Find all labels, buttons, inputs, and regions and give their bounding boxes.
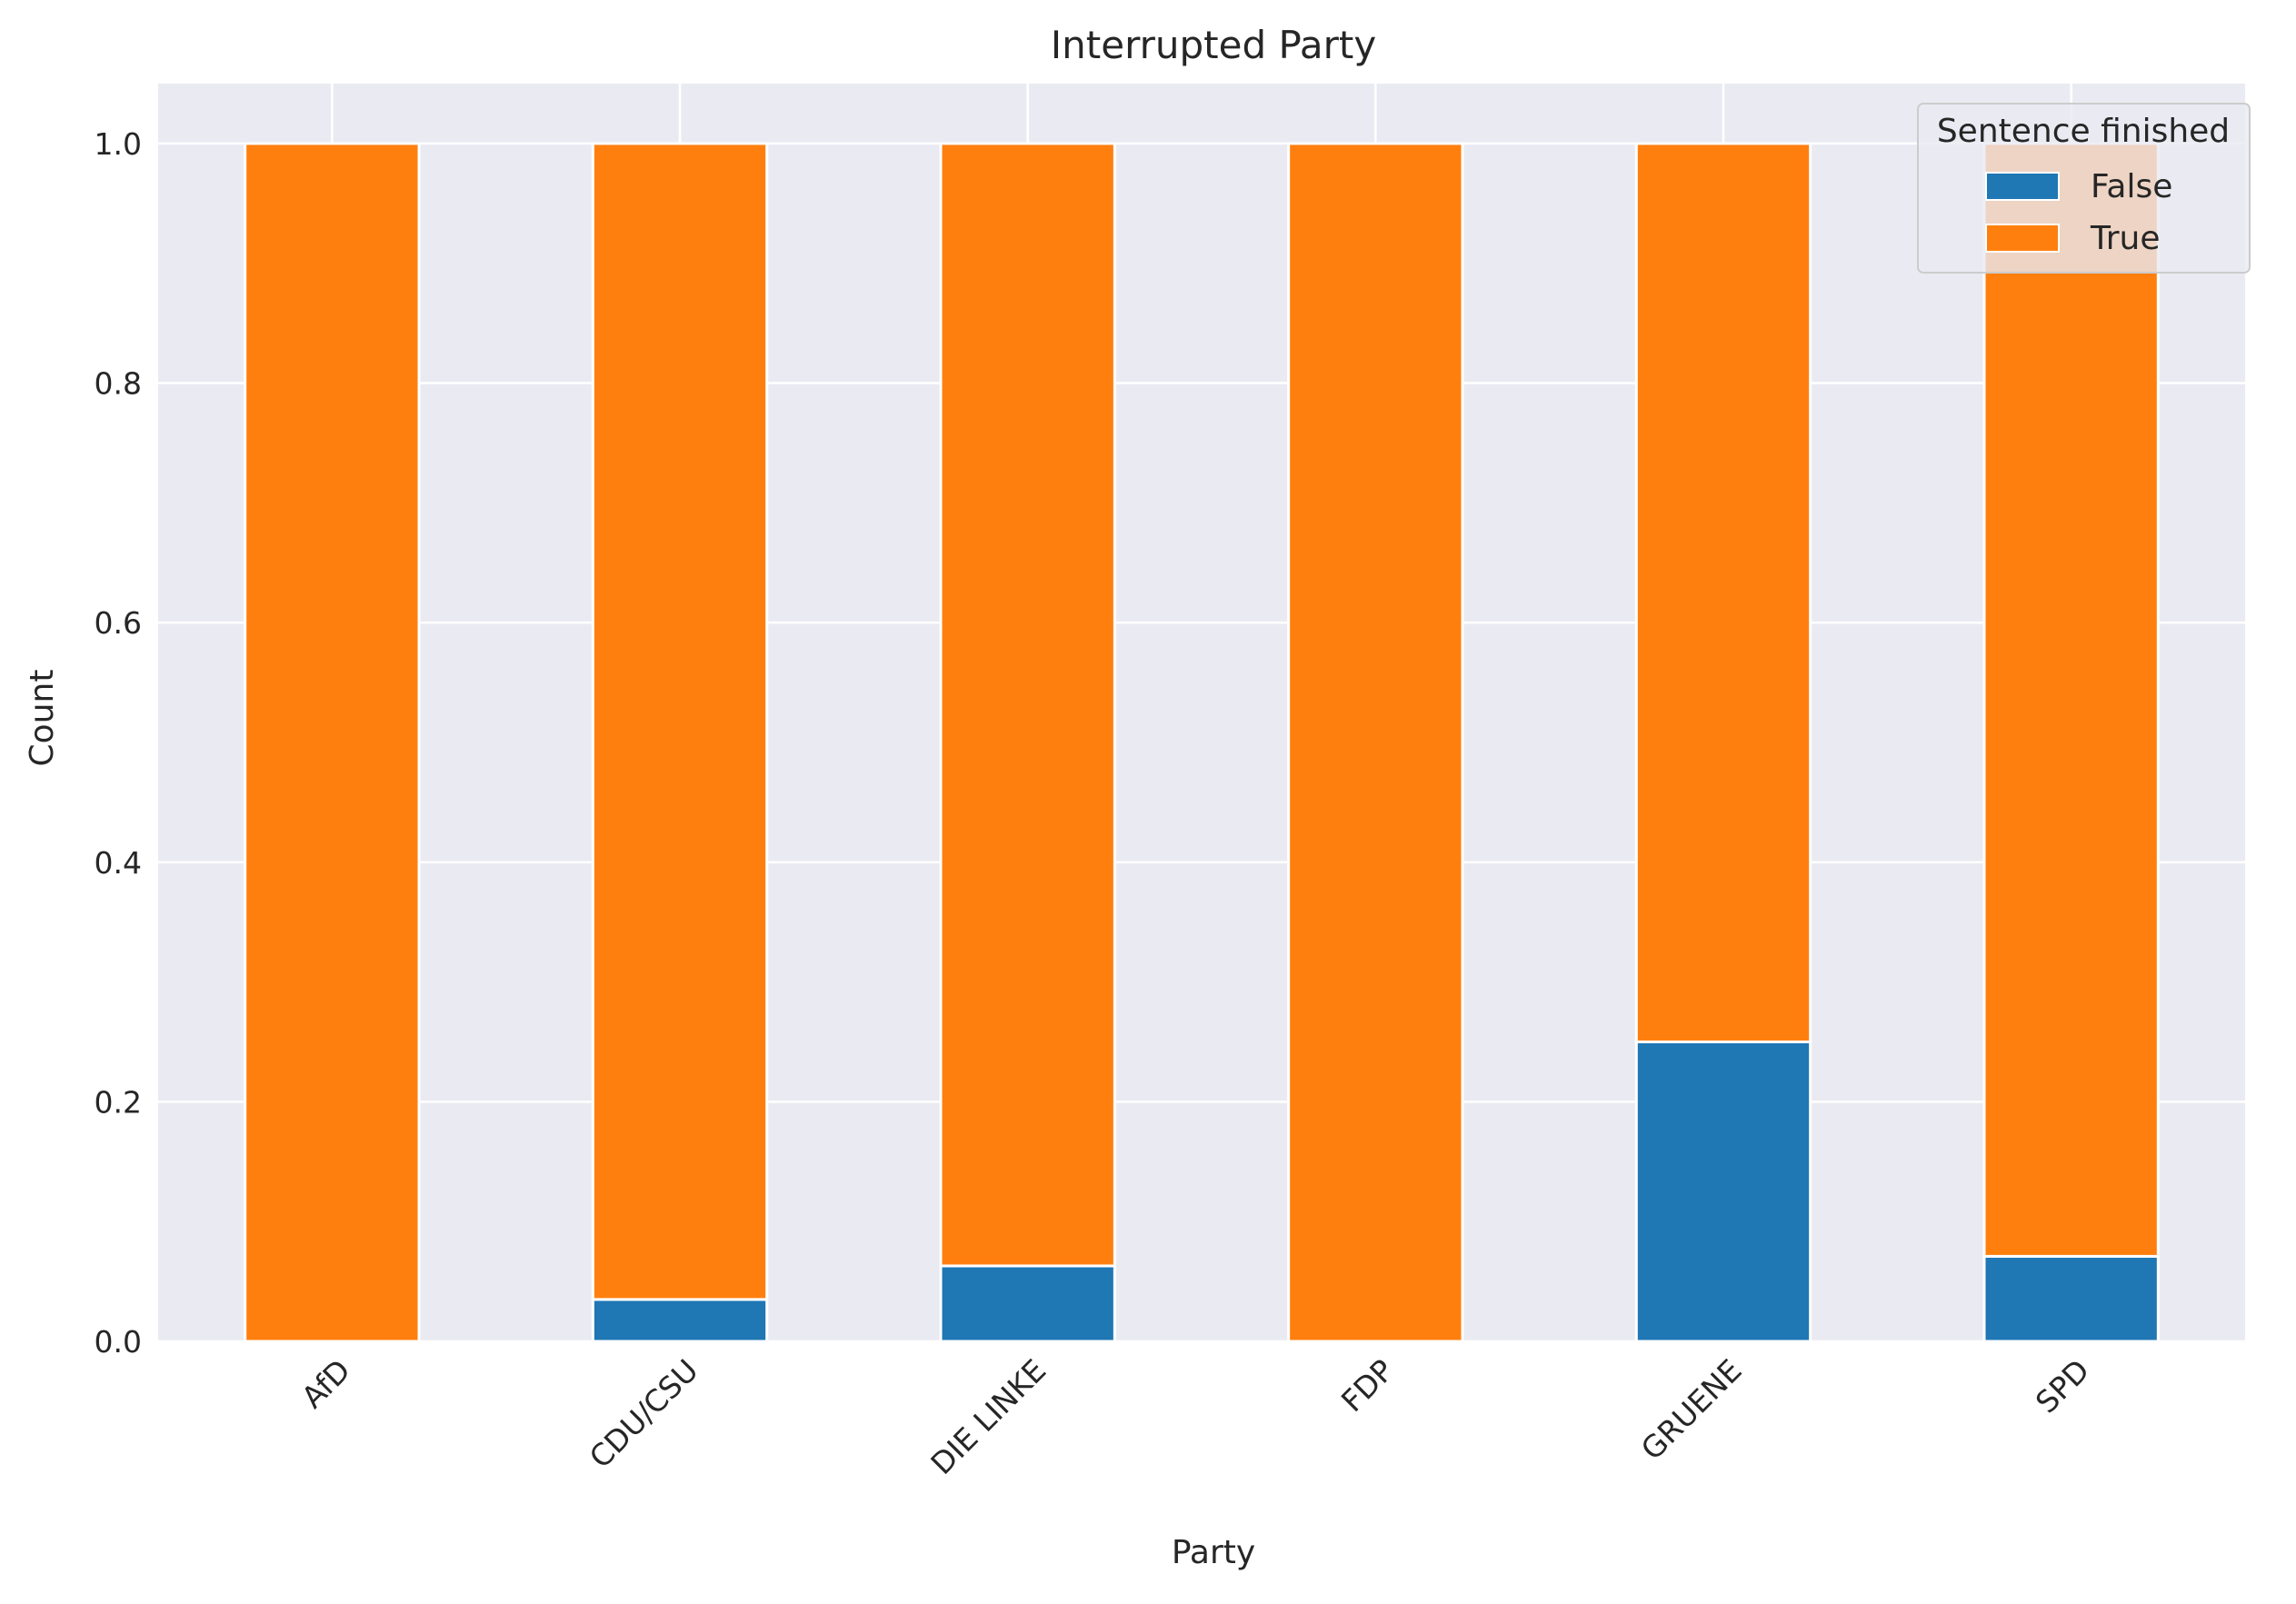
bar-true xyxy=(244,142,421,1343)
y-axis-label: Count xyxy=(24,670,61,767)
legend-title: Sentence finished xyxy=(1937,113,2230,150)
bars xyxy=(244,142,2160,1343)
bar-false xyxy=(1982,1254,2160,1343)
bar-false xyxy=(591,1298,769,1343)
y-tick-label: 0.8 xyxy=(95,366,142,402)
y-tick-label: 0.2 xyxy=(95,1084,142,1120)
legend-swatch-false xyxy=(1985,172,2060,201)
y-tick-label: 0.4 xyxy=(95,845,142,881)
y-tick-label: 1.0 xyxy=(95,126,142,162)
bar-false xyxy=(939,1264,1116,1343)
y-tick-label: 0.0 xyxy=(95,1324,142,1360)
bar-true xyxy=(939,142,1116,1268)
legend: Sentence finished False True xyxy=(1917,103,2251,274)
bar-true xyxy=(591,142,769,1301)
y-tick-label: 0.6 xyxy=(95,605,142,641)
bar-true xyxy=(1982,142,2160,1258)
legend-label-true: True xyxy=(2090,220,2160,257)
bar-true xyxy=(1287,142,1464,1343)
legend-swatch-true xyxy=(1985,224,2060,253)
plot-area xyxy=(158,84,2245,1341)
bar-false xyxy=(1634,1040,1812,1343)
x-axis-label: Party xyxy=(1172,1534,1255,1571)
bar-true xyxy=(1634,142,1812,1043)
chart-title: Interrupted Party xyxy=(1051,23,1376,67)
legend-label-false: False xyxy=(2091,168,2172,205)
y-tick-labels: 0.0 0.2 0.4 0.6 0.8 1.0 xyxy=(95,126,142,1360)
